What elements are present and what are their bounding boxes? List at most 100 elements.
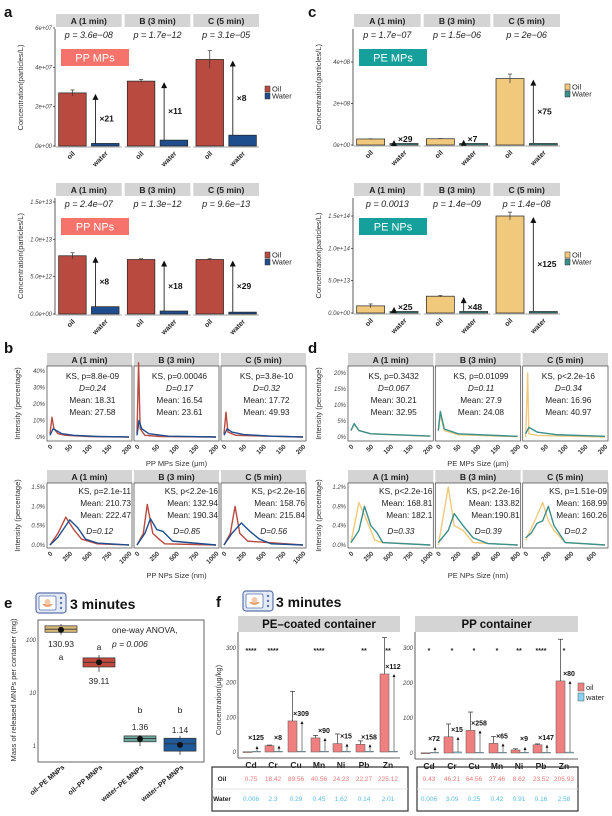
bar-oil: [58, 92, 87, 147]
table-cell-water: 2.58: [558, 796, 571, 803]
d-statistic-label: D=0.33: [387, 526, 414, 536]
sample-badge: [359, 49, 427, 66]
element-label: Cr: [268, 760, 278, 770]
mean-oil-label: Mean: 18.31: [69, 395, 116, 405]
d-statistic-label: D=0.12: [86, 526, 113, 536]
d-statistic-label: D=0.067: [378, 383, 410, 393]
table-cell-oil: 0.43: [423, 776, 436, 783]
bar-water: [475, 752, 484, 754]
mean-water-label: Mean: 49.93: [243, 407, 290, 417]
arrow-head-icon: [433, 747, 437, 750]
arrow-head-icon: [460, 297, 467, 304]
bar-oil: [58, 255, 87, 315]
x-category-label: oil: [434, 317, 445, 328]
mean-water-label: Mean: 32.95: [371, 407, 418, 417]
arrow-head-icon: [229, 260, 236, 267]
table-cell-water: 0.006: [243, 796, 260, 803]
facet-strip: [435, 470, 521, 483]
y-tick-label: 1.0e+14: [328, 246, 351, 252]
facet-strip-label: B (3 min): [439, 185, 476, 195]
facet-strip-label: B (3 min): [139, 185, 176, 195]
arrow-head-icon: [391, 139, 397, 146]
table-cell-water: 0.006: [421, 796, 438, 803]
facet-strip-label: A (1 min): [369, 16, 405, 26]
x-category-label: oil: [135, 318, 146, 329]
density-line-water: [136, 419, 217, 438]
bar-water: [228, 134, 257, 147]
x-tick-label: 0: [221, 443, 229, 451]
fold-change-label: ×15: [451, 727, 463, 734]
table-cell-water: 0.91: [513, 796, 526, 803]
mean-point: [177, 741, 183, 748]
mean-oil-label: Mean: 168.99: [556, 498, 607, 508]
ks-test-label: KS, p<2.2e-16: [466, 486, 520, 496]
x-tick-label: 0: [47, 550, 55, 558]
table-cell-oil: 8.62: [513, 776, 526, 783]
facet-strip-label: C (5 min): [508, 16, 545, 26]
facet-strip: [56, 183, 122, 196]
fold-change-label: ×48: [468, 302, 483, 312]
element-label: Pb: [536, 761, 547, 771]
facet-panel: [434, 365, 522, 442]
y-axis-label: Concentration(particles/L): [314, 44, 323, 130]
facet-strip-label: B (3 min): [460, 472, 497, 482]
bar-oil: [495, 215, 525, 314]
mean-oil-label: Mean: 158.76: [254, 498, 305, 508]
y-axis-label: Concentration(particles/L): [16, 44, 25, 130]
density-line-oil: [49, 516, 130, 546]
d-statistic-label: D=0.39: [475, 526, 502, 536]
legend-swatch: [564, 90, 571, 98]
bar-water: [498, 752, 507, 754]
element-label: Cd: [423, 761, 434, 771]
x-category-label: oil: [504, 317, 515, 328]
value-label: 130.93: [48, 639, 74, 649]
x-tick-label: 0: [523, 443, 531, 451]
x-category-label: oil: [66, 150, 77, 161]
arrow-head-icon: [568, 680, 572, 684]
fold-change-label: ×29: [398, 134, 413, 144]
d-statistic-label: D=0.34: [555, 383, 582, 393]
x-category-label: oil: [203, 150, 214, 161]
arrow-head-icon: [478, 730, 482, 734]
arrow-head-icon: [368, 744, 372, 748]
x-tick-label: 50: [238, 443, 248, 453]
panel-e-title: 3 minutes: [70, 596, 136, 612]
table-cell-water: 0.16: [535, 796, 548, 803]
facet-strip-label: A (1 min): [71, 16, 107, 26]
mean-oil-label: Mean: 17.72: [243, 395, 290, 405]
table-cell-water: 2.01: [382, 796, 395, 803]
bar-water: [389, 311, 419, 314]
bar-oil: [356, 138, 386, 146]
table-cell-oil: 27.46: [489, 776, 506, 783]
significance-stars: ****: [268, 648, 279, 655]
p-value: p = 1.7e−12: [132, 30, 181, 40]
element-label: Zn: [559, 761, 569, 771]
arrow-head-icon: [161, 82, 168, 89]
facet-strip: [354, 14, 421, 27]
y-tick-label: 0.8%: [332, 504, 346, 510]
table-cell-water: 2.3: [268, 796, 277, 803]
mean-water-label: Mean: 222.47: [80, 510, 131, 520]
density-line-oil: [136, 503, 217, 546]
y-tick-label: 40%: [33, 369, 46, 375]
mean-point: [137, 735, 143, 742]
fold-change-label: ×18: [168, 281, 183, 291]
fold-change-label: ×80: [563, 671, 575, 678]
mean-oil-label: Mean: 133.82: [469, 498, 520, 508]
facet-strip-label: A (1 min): [71, 185, 107, 195]
significance-stars: **: [385, 648, 391, 655]
d-statistic-label: D=0.2: [564, 526, 587, 536]
legend-label: Water: [572, 258, 592, 267]
x-tick-label: 50: [540, 443, 550, 453]
bar-oil: [195, 59, 224, 147]
d-statistic-label: D=0.11: [468, 383, 494, 393]
y-tick-label: 200: [225, 681, 237, 687]
arrow-head-icon: [530, 217, 537, 223]
sample-badge-label: PE MPs: [373, 53, 413, 65]
mean-oil-label: Mean: 16.54: [156, 395, 203, 405]
bar-oil: [555, 680, 566, 754]
x-axis-title: PE MPs Size (μm): [447, 459, 509, 468]
arrow-head-icon: [300, 720, 304, 724]
y-axis-label: Concentration(μg/kg): [214, 664, 223, 735]
bar-water: [91, 306, 120, 315]
